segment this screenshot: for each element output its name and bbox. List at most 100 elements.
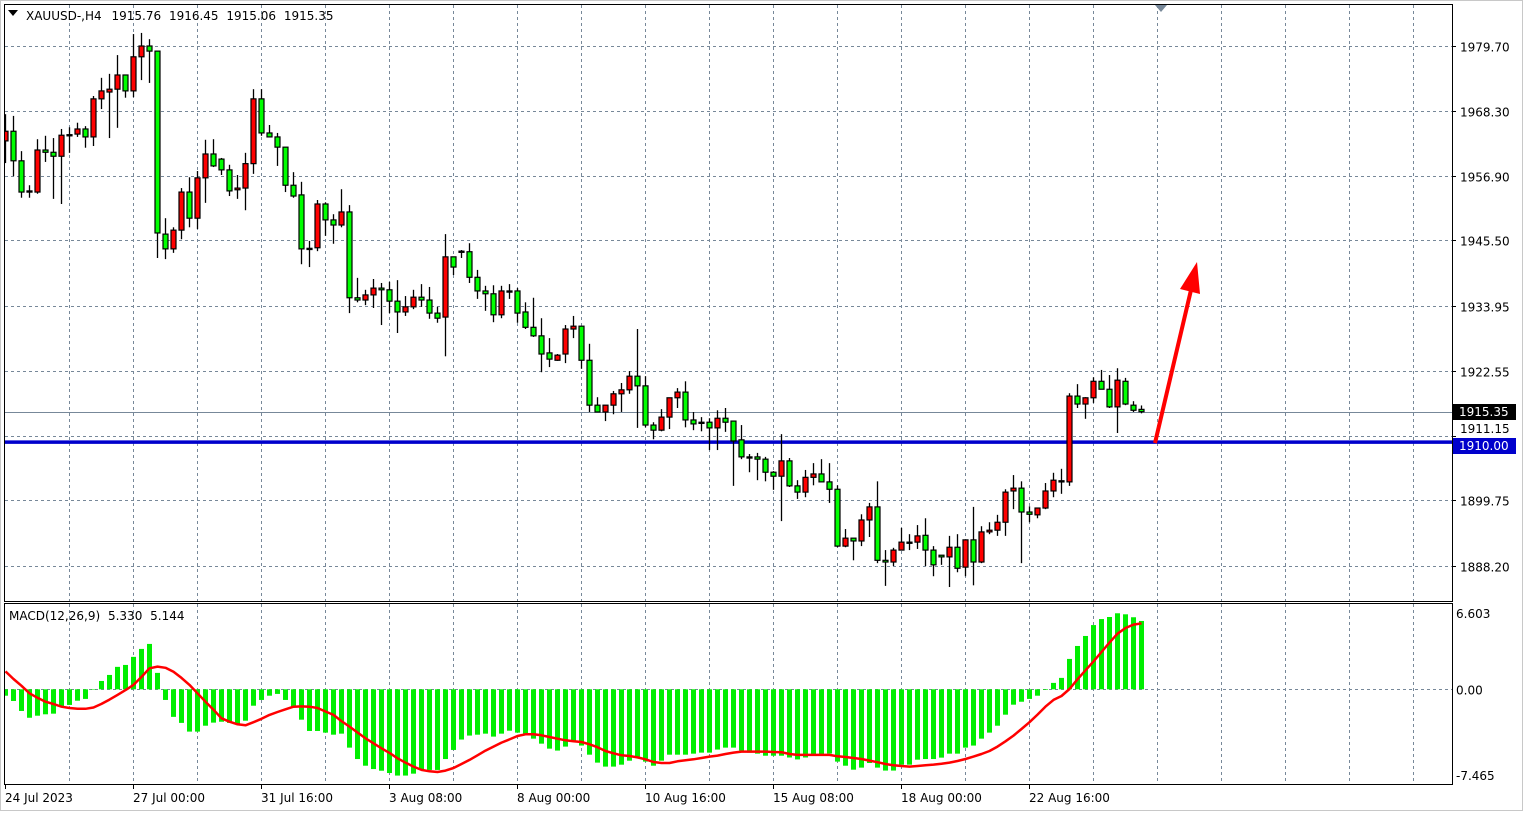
up-arrow-annotation[interactable]: [1153, 262, 1200, 444]
candle: [50, 138, 57, 199]
candle-body-bull: [898, 541, 905, 551]
macd-histogram-bar: [1043, 689, 1048, 690]
header-open: 1915.76: [111, 9, 161, 23]
candle-body-bear: [82, 128, 89, 138]
candle: [794, 480, 801, 499]
candle-body-bear: [122, 74, 129, 92]
candle: [554, 354, 561, 361]
macd-histogram-bar: [931, 689, 936, 760]
candle: [682, 381, 689, 428]
candle: [346, 205, 353, 314]
candle: [506, 284, 513, 299]
candle: [666, 397, 673, 430]
macd-histogram-bar: [811, 689, 816, 756]
macd-histogram-bar: [667, 689, 672, 755]
macd-histogram-bar: [995, 689, 1000, 726]
macd-histogram-bar: [891, 689, 896, 771]
level-price-text: 1910.00: [1459, 439, 1509, 453]
macd-tick-label: 0.00: [1456, 684, 1483, 698]
candle-body-bear: [290, 184, 297, 197]
candle: [1090, 377, 1097, 403]
candle: [546, 338, 553, 368]
candle: [778, 434, 785, 522]
candle: [1098, 369, 1105, 390]
candle-body-bear: [834, 488, 841, 547]
macd-histogram-bar: [275, 689, 280, 694]
time-tick-label: 18 Aug 00:00: [901, 791, 982, 805]
candle: [450, 256, 457, 276]
candle: [1066, 393, 1073, 486]
candle: [970, 506, 977, 586]
symbol-menu-triangle-icon[interactable]: [8, 10, 18, 16]
macd-histogram-bar: [883, 689, 888, 771]
candle: [5, 114, 9, 164]
candle-body-bull: [866, 506, 873, 521]
candle: [738, 425, 745, 460]
candle: [1114, 368, 1121, 434]
candle-body-bull: [458, 250, 465, 253]
macd-panel[interactable]: MACD(12,26,9) 5.330 5.144 6.603 0.00 -7.46…: [3, 603, 1495, 785]
header-low: 1915.06: [226, 9, 276, 23]
candle: [626, 371, 633, 394]
macd-histogram-bar: [67, 689, 72, 705]
candle-body-bull: [5, 130, 9, 142]
candle-body-bull: [962, 539, 969, 568]
candle: [978, 526, 985, 564]
macd-histogram-bar: [283, 689, 288, 700]
candle-body-bull: [242, 163, 249, 189]
candle-body-bear: [938, 554, 945, 558]
macd-histogram-bar: [411, 689, 416, 774]
candle-body-bull: [202, 153, 209, 179]
candle: [986, 522, 993, 535]
candle: [234, 175, 241, 199]
candle: [98, 77, 105, 110]
candle: [538, 318, 545, 373]
candle-body-bear: [146, 45, 153, 52]
candle-body-bear: [482, 290, 489, 295]
candle-body-bear: [722, 417, 729, 423]
price-tick-label: 1933.95: [1460, 301, 1510, 315]
candle: [314, 200, 321, 252]
price-panel[interactable]: XAUUSD-,H4 1915.76 1916.45 1915.06 1915.…: [3, 4, 1516, 602]
candle: [218, 157, 225, 176]
candle: [306, 240, 313, 268]
macd-histogram-bar: [379, 689, 384, 771]
price-tick-label: 1888.20: [1460, 561, 1510, 575]
macd-histogram-bar: [859, 689, 864, 768]
candle-body-bear: [330, 219, 337, 226]
candle: [202, 139, 209, 203]
candle-body-bear: [738, 439, 745, 458]
chart-shift-marker-icon[interactable]: [1155, 5, 1167, 12]
candle: [954, 534, 961, 573]
candle: [498, 285, 505, 319]
candle: [18, 151, 25, 198]
candle: [810, 463, 817, 486]
macd-header: MACD(12,26,9) 5.330 5.144: [9, 609, 185, 623]
candle: [10, 115, 17, 177]
macd-histogram-bar: [659, 689, 664, 761]
candle: [514, 288, 521, 323]
macd-histogram-bar: [643, 689, 648, 762]
macd-histogram-bar: [515, 689, 520, 733]
candle: [362, 289, 369, 306]
candle-body-bear: [1138, 408, 1145, 413]
macd-histogram-bar: [1067, 658, 1072, 690]
candle-body-bull: [1034, 507, 1041, 516]
macd-histogram-bar: [451, 689, 456, 750]
candle: [266, 124, 273, 138]
candle: [962, 539, 969, 577]
macd-histogram-bar: [763, 689, 768, 756]
candle: [1130, 401, 1137, 412]
macd-histogram-bar: [699, 689, 704, 753]
macd-histogram-bar: [579, 689, 584, 746]
macd-histogram-bar: [291, 689, 296, 707]
arrow-head-icon: [1180, 262, 1200, 294]
candle-body-bull: [1066, 395, 1073, 483]
candle-body-bull: [674, 391, 681, 399]
macd-histogram-bar: [387, 689, 392, 774]
macd-histogram-bar: [827, 689, 832, 754]
candle-body-bear: [394, 300, 401, 313]
candle: [834, 485, 841, 548]
candle-body-bull: [1082, 397, 1089, 405]
